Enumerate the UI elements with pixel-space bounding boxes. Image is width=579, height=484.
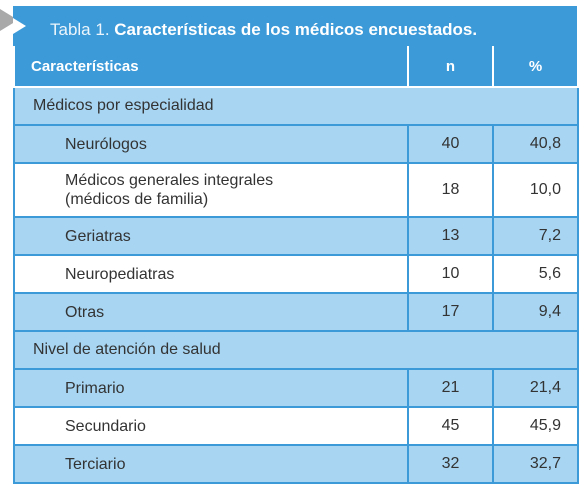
group-row-nivel-atencion: Nivel de atención de salud <box>13 330 579 370</box>
header-n: n <box>407 46 494 88</box>
table-title-bar: Tabla 1. Características de los médicos … <box>13 6 577 46</box>
row-n: 18 <box>407 162 494 218</box>
row-label-line: Neuropediatras <box>65 265 175 283</box>
row-label: Otras <box>13 292 409 332</box>
row-label: Geriatras <box>13 216 409 256</box>
row-pct: 40,8 <box>492 124 579 164</box>
group-row-especialidad: Médicos por especialidad <box>13 86 579 126</box>
row-label: Primario <box>13 368 409 408</box>
title-arrow-inner-icon <box>13 18 26 34</box>
row-pct: 45,9 <box>492 406 579 446</box>
row-n: 40 <box>407 124 494 164</box>
table-row: Geriatras 13 7,2 <box>13 216 579 256</box>
table-row: Otras 17 9,4 <box>13 292 579 332</box>
row-label-line: Médicos generales integrales <box>65 172 274 189</box>
table-row: Neurólogos 40 40,8 <box>13 124 579 164</box>
row-pct: 7,2 <box>492 216 579 256</box>
row-n: 45 <box>407 406 494 446</box>
row-label-line: Geriatras <box>65 227 131 245</box>
row-n: 17 <box>407 292 494 332</box>
row-label-line: Primario <box>65 379 125 397</box>
row-label-line: Terciario <box>65 455 126 473</box>
row-label-line: Otras <box>65 303 105 321</box>
row-pct: 10,0 <box>492 162 579 218</box>
row-label: Médicos generales integrales (médicos de… <box>13 162 409 218</box>
row-n: 13 <box>407 216 494 256</box>
row-label: Terciario <box>13 444 409 484</box>
row-label: Secundario <box>13 406 409 446</box>
row-n: 10 <box>407 254 494 294</box>
data-table: Características n % Médicos por especial… <box>13 46 579 484</box>
table-header-row: Características n % <box>13 46 579 88</box>
row-label-line: Neurólogos <box>65 135 147 153</box>
row-n: 21 <box>407 368 494 408</box>
row-pct: 5,6 <box>492 254 579 294</box>
row-label: Neurólogos <box>13 124 409 164</box>
table-row: Secundario 45 45,9 <box>13 406 579 446</box>
row-label-line: Secundario <box>65 417 146 435</box>
table-row: Primario 21 21,4 <box>13 368 579 408</box>
table-title-main: Características de los médicos encuestad… <box>114 20 478 39</box>
table-row: Médicos generales integrales (médicos de… <box>13 162 579 218</box>
row-label-line: (médicos de familia) <box>65 191 209 208</box>
table-title: Tabla 1. Características de los médicos … <box>50 20 477 40</box>
header-pct: % <box>492 46 579 88</box>
row-pct: 9,4 <box>492 292 579 332</box>
table-row: Terciario 32 32,7 <box>13 444 579 484</box>
header-caracteristicas: Características <box>13 46 409 88</box>
row-label: Neuropediatras <box>13 254 409 294</box>
row-n: 32 <box>407 444 494 484</box>
group-label: Médicos por especialidad <box>13 86 579 126</box>
row-pct: 32,7 <box>492 444 579 484</box>
table-row: Neuropediatras 10 5,6 <box>13 254 579 294</box>
row-pct: 21,4 <box>492 368 579 408</box>
group-label: Nivel de atención de salud <box>13 330 579 370</box>
table-title-prefix: Tabla 1. <box>50 20 110 39</box>
